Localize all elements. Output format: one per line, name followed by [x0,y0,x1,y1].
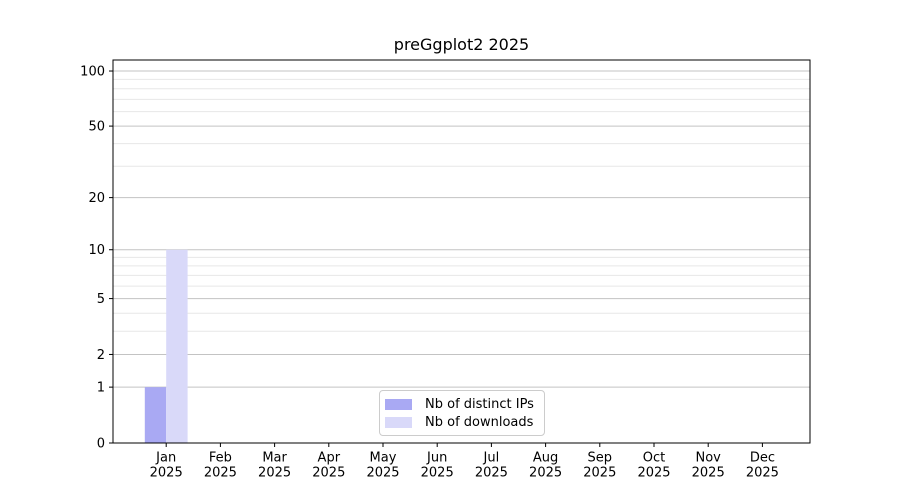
y-tick-label: 50 [88,120,105,135]
x-tick-label-year: 2025 [637,466,670,481]
bar-distinct-ips-jan [144,387,167,443]
legend-label-distinct-ips: Nb of distinct IPs [425,396,534,412]
x-tick-label-month: Jan [155,451,176,466]
y-tick-label: 1 [97,381,105,396]
y-tick-label: 5 [97,292,105,307]
x-tick-label-year: 2025 [258,466,291,481]
y-tick-label: 2 [97,348,105,363]
x-tick-label-month: May [370,451,397,466]
legend-swatch-distinct-ips [385,398,412,410]
legend-label-downloads: Nb of downloads [425,414,534,430]
chart-title: preGgplot2 2025 [393,35,530,54]
plot-border [112,59,811,444]
x-tick-label-year: 2025 [312,466,345,481]
x-tick-label-year: 2025 [692,466,725,481]
legend-swatch-downloads [385,416,412,428]
legend-row-distinct-ips: Nb of distinct IPs [385,397,536,412]
x-tick-label-year: 2025 [529,466,562,481]
x-tick-label-year: 2025 [421,466,454,481]
x-tick-label-year: 2025 [746,466,779,481]
x-tick-label-month: Mar [262,451,287,466]
y-tick-label: 20 [88,191,105,206]
x-tick-label-year: 2025 [583,466,616,481]
y-tick-label: 100 [80,65,105,80]
x-tick-label-year: 2025 [475,466,508,481]
y-tick-label: 0 [97,437,105,452]
x-tick-label-year: 2025 [204,466,237,481]
x-tick-label-month: Oct [643,451,665,466]
x-tick-label-month: Jun [426,451,447,466]
x-tick-label-month: Sep [588,451,613,466]
bar-downloads-jan [166,249,188,443]
x-tick-label-month: Feb [209,451,232,466]
x-tick-label-month: Nov [696,451,722,466]
x-tick-label-month: Jul [483,451,500,466]
chart-legend: Nb of distinct IPs Nb of downloads [379,390,545,436]
x-tick-label-month: Aug [533,451,558,466]
x-tick-label-month: Apr [318,451,341,466]
x-tick-label-year: 2025 [150,466,183,481]
x-tick-label-month: Dec [750,451,775,466]
x-tick-label-year: 2025 [366,466,399,481]
legend-row-downloads: Nb of downloads [385,415,536,430]
y-tick-label: 10 [88,243,105,258]
